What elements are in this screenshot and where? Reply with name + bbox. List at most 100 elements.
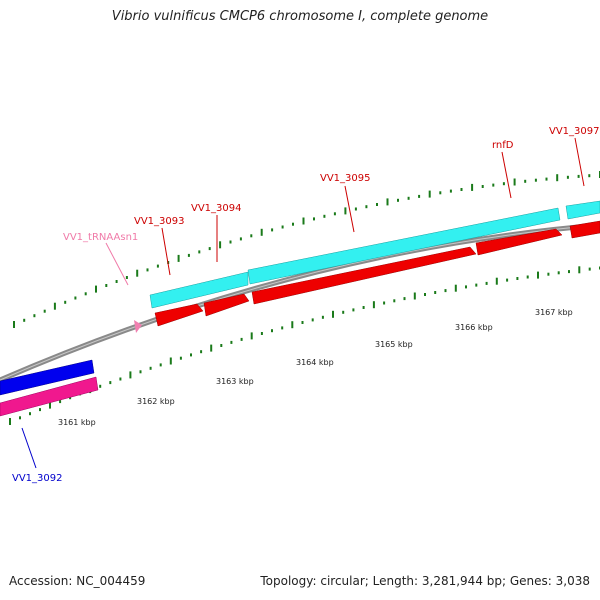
leader-vv1-3092 (21, 427, 37, 469)
scale-tick (465, 285, 467, 289)
scale-tick (397, 198, 399, 202)
scale-tick (301, 321, 304, 324)
feature-track-red (154, 220, 600, 327)
scale-tick (383, 301, 386, 305)
scale-tick (475, 283, 478, 287)
scale-tick (323, 214, 326, 218)
scale-tick (281, 225, 284, 229)
gene-label-vv1-3097[interactable]: VV1_3097 (549, 126, 600, 137)
scale-tick (424, 293, 426, 296)
scale-tick (365, 205, 368, 209)
topology-label: Topology: circular; Length: 3,281,944 bp… (260, 574, 590, 588)
scale-tick (64, 300, 67, 304)
scale-tick (43, 309, 46, 313)
scale-tick (502, 182, 505, 186)
scale-tick (321, 315, 324, 319)
scale-tick (524, 179, 527, 183)
gene-arrow-vv1-3094[interactable] (203, 293, 250, 317)
scale-tick (495, 277, 498, 285)
gene-label-vv1-3095[interactable]: VV1_3095 (320, 173, 371, 184)
scale-tick (566, 175, 569, 179)
scale-tick (556, 174, 559, 182)
scale-tick (485, 281, 488, 285)
scale-tick (177, 254, 180, 262)
scale-tick (513, 178, 516, 186)
gene-label-rnfd[interactable]: rnfD (492, 140, 514, 151)
scale-tick (159, 363, 162, 367)
scale-tick (449, 189, 452, 193)
scale-tick (109, 381, 112, 385)
scale-tick (481, 185, 484, 188)
cyan-feature-1[interactable] (149, 271, 249, 309)
scale-tick (281, 326, 284, 330)
scale-tick (313, 217, 315, 221)
scale-tick (250, 234, 253, 238)
gene-arrow-rnfd[interactable] (475, 228, 563, 256)
scale-tick (271, 228, 274, 232)
cyan-feature-3[interactable] (565, 200, 600, 220)
scale-tick (332, 310, 334, 318)
leader-rnfd (501, 151, 512, 199)
scale-tick (506, 278, 509, 282)
scale-tick (29, 412, 31, 416)
scale-tick (260, 332, 263, 335)
gene-label-vv1-3092[interactable]: VV1_3092 (12, 473, 63, 484)
upper-scale-ticks (13, 171, 600, 328)
scale-tick (302, 217, 305, 225)
scale-tick (149, 366, 152, 370)
scale-tick (240, 337, 243, 341)
scale-tick (434, 291, 437, 294)
gene-arrow-vv1-3095[interactable] (251, 246, 477, 305)
feature-track-cyan (149, 200, 600, 309)
map-title: Vibrio vulnificus CMCP6 chromosome I, co… (111, 9, 489, 24)
scale-tick (376, 203, 378, 206)
gene-label-vv1-3094[interactable]: VV1_3094 (191, 203, 242, 214)
scale-tick (250, 332, 253, 340)
gene-arrow-vv1-3093[interactable] (154, 303, 204, 327)
scale-tick (292, 222, 294, 226)
gene-arrow-vv1-3092[interactable] (0, 359, 95, 396)
scale-tick (146, 268, 149, 272)
scale-tick (219, 241, 222, 249)
scale-tick (230, 340, 233, 344)
gene-label-vv1-3093[interactable]: VV1_3093 (134, 216, 185, 227)
scale-tick (190, 353, 192, 357)
scale-tick (260, 228, 263, 236)
scale-label-3161: 3161 kbp (58, 418, 96, 427)
scale-tick (69, 396, 72, 400)
scale-tick (200, 350, 203, 354)
scale-label-3164: 3164 kbp (296, 358, 334, 367)
scale-label-3162: 3162 kbp (137, 397, 175, 406)
scale-tick (208, 247, 211, 251)
scale-tick (344, 207, 347, 215)
scale-label-3165: 3165 kbp (375, 340, 413, 349)
leader-vv1-3097 (574, 137, 585, 187)
scale-tick (537, 271, 539, 279)
scale-tick (220, 344, 223, 347)
scale-tick (13, 321, 15, 328)
scale-tick (577, 174, 580, 178)
scale-tick (526, 275, 529, 279)
scale-tick (105, 284, 108, 287)
scale-label-3163: 3163 kbp (216, 377, 254, 386)
scale-tick (129, 371, 132, 379)
gene-label-vv1-trnaasn1[interactable]: VV1_tRNAAsn1 (63, 232, 138, 243)
scale-tick (95, 285, 97, 293)
scale-tick (428, 190, 431, 198)
scale-tick (439, 191, 442, 195)
scale-tick (588, 174, 591, 178)
cyan-feature-2[interactable] (247, 207, 561, 285)
scale-tick (84, 292, 87, 296)
gene-arrow-vv1-3097[interactable] (569, 220, 600, 239)
scale-tick (352, 308, 355, 312)
scale-tick (386, 198, 389, 206)
magenta-feature[interactable] (0, 376, 99, 417)
scale-tick (545, 177, 548, 181)
scale-tick (198, 250, 201, 254)
scale-tick (311, 318, 314, 322)
scale-tick (444, 289, 447, 293)
trna-marker[interactable] (134, 320, 142, 333)
scale-tick (291, 321, 294, 329)
scale-tick (125, 276, 128, 279)
scale-tick (333, 212, 336, 216)
